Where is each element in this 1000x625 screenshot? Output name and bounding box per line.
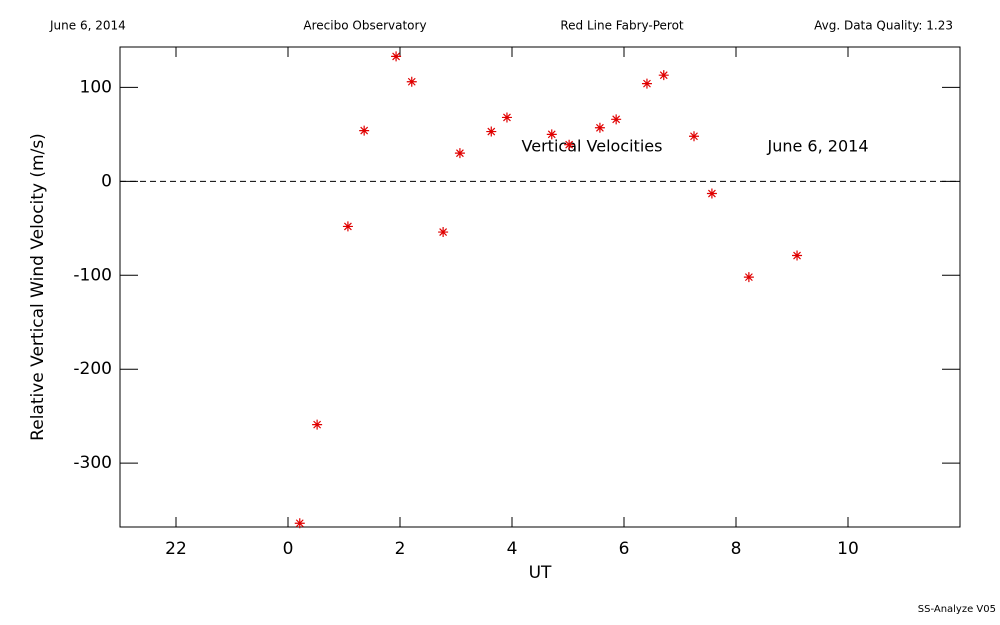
point [406,76,417,87]
y-tick-label: 0 [101,171,112,191]
point [792,250,803,261]
point [546,129,557,140]
point [342,221,353,232]
header-site: Arecibo Observatory [303,19,426,33]
point [689,131,699,142]
point [743,272,754,283]
point [391,51,402,62]
footer: SS-Analyze V05 [918,604,996,615]
point [611,114,622,125]
y-axis-label: Relative Vertical Wind Velocity (m/s) [28,133,48,441]
point [706,188,717,199]
x-axis-label: UT [529,563,552,583]
point [438,227,449,238]
y-tick-label: -300 [73,453,112,473]
header-instrument: Red Line Fabry-Perot [560,19,684,33]
plot-frame [119,46,961,528]
point [501,112,512,123]
x-tick-label: 8 [731,539,742,559]
x-tick-label: 22 [165,539,187,559]
point [454,148,465,159]
point [658,70,669,81]
point [294,518,305,529]
x-tick-label: 10 [837,539,859,559]
header-date: June 6, 2014 [49,19,126,33]
point [641,78,652,89]
header-quality: Avg. Data Quality: 1.23 [814,19,953,33]
point [359,125,370,136]
y-tick-label: -100 [73,265,112,285]
point [312,419,323,430]
y-tick-label: 100 [80,77,112,97]
point [564,139,575,150]
x-tick-label: 4 [507,539,518,559]
point [594,122,605,133]
point [486,126,497,137]
x-tick-label: 6 [619,539,630,559]
annotation: Vertical Velocities [522,137,663,156]
y-tick-label: -200 [73,359,112,379]
x-tick-label: 0 [283,539,294,559]
x-tick-label: 2 [395,539,406,559]
annotation: June 6, 2014 [767,137,869,156]
